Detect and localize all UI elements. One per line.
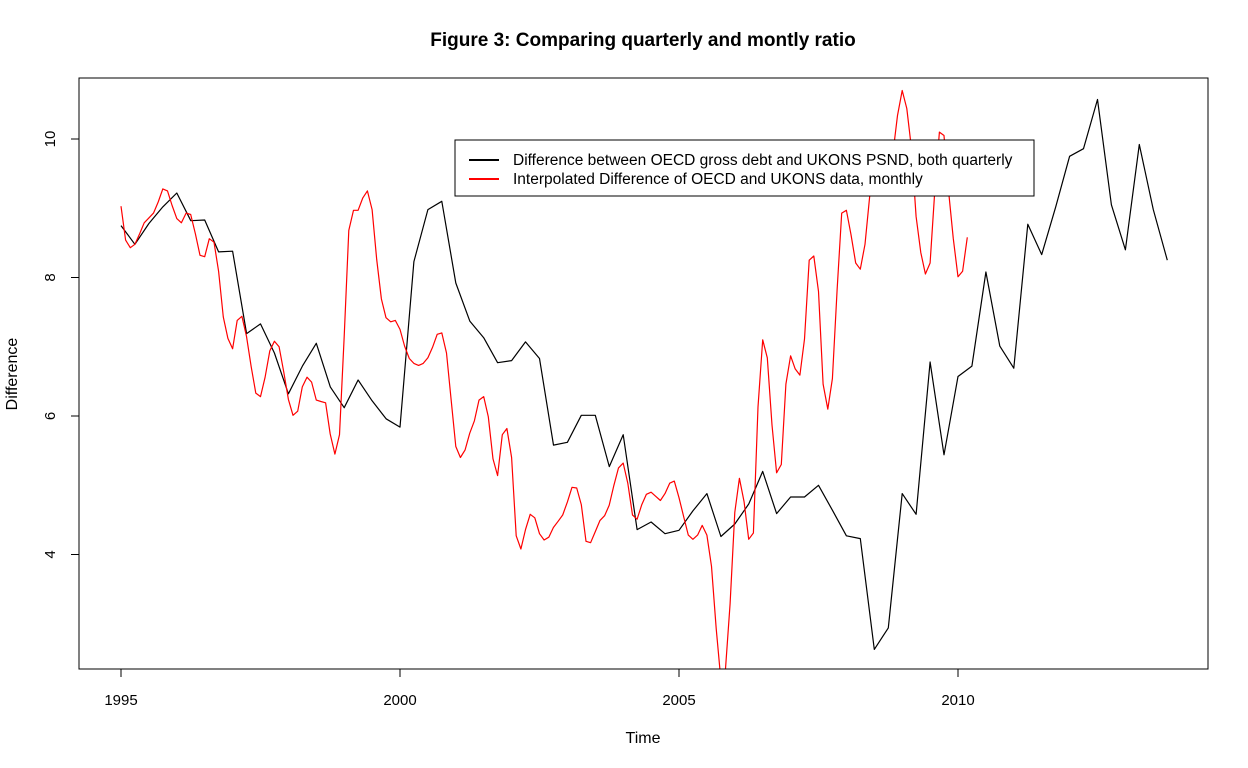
x-axis: 1995 2000 2005 2010 <box>104 668 975 709</box>
x-tick-label: 2005 <box>662 692 695 709</box>
x-tick-label: 2000 <box>383 692 416 709</box>
y-axis: 4 6 8 10 <box>42 131 80 559</box>
y-tick-label: 6 <box>42 412 59 420</box>
legend-label-quarterly: Difference between OECD gross debt and U… <box>513 152 1013 169</box>
y-tick-label: 10 <box>42 131 59 148</box>
legend-label-monthly: Interpolated Difference of OECD and UKON… <box>513 171 923 188</box>
series-layer <box>120 89 1168 669</box>
series-line-quarterly <box>120 98 1168 651</box>
series-line-monthly <box>120 89 968 669</box>
y-tick-label: 4 <box>42 550 59 558</box>
x-axis-label: Time <box>626 730 661 747</box>
legend-box <box>454 139 1035 197</box>
chart-title: Figure 3: Comparing quarterly and montly… <box>430 30 855 51</box>
legend: Difference between OECD gross debt and U… <box>454 139 1035 197</box>
y-tick-label: 8 <box>42 273 59 281</box>
y-axis-label: Difference <box>4 338 21 411</box>
x-tick-label: 1995 <box>104 692 137 709</box>
x-tick-label: 2010 <box>941 692 974 709</box>
